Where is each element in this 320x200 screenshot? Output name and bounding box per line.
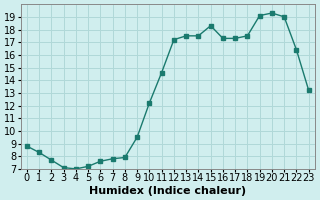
X-axis label: Humidex (Indice chaleur): Humidex (Indice chaleur) [89,186,246,196]
